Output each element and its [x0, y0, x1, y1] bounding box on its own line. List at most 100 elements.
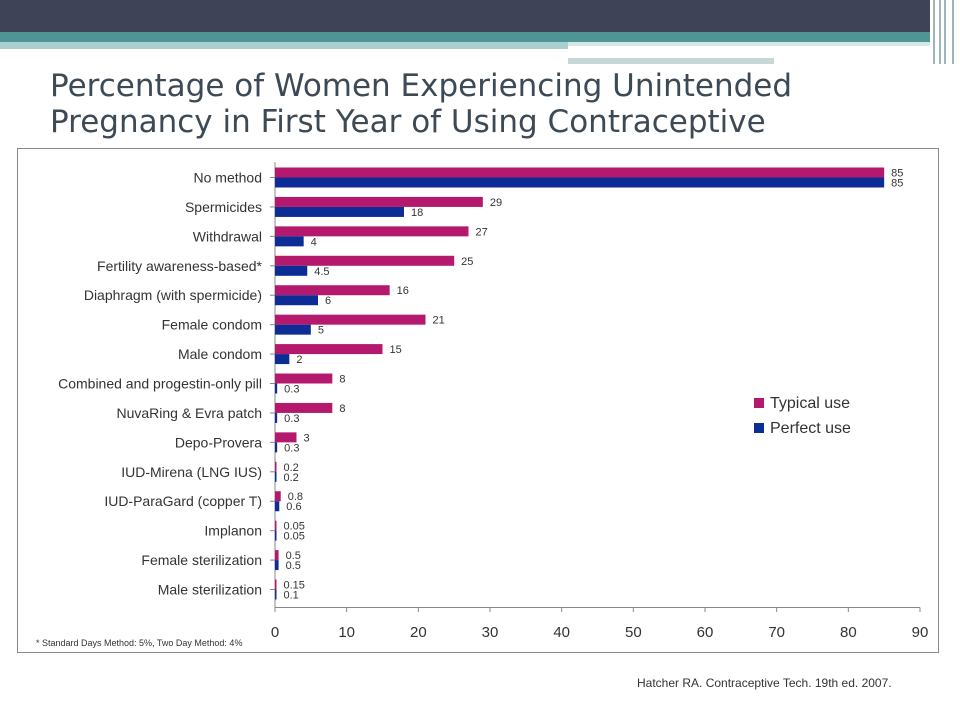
- bar-perfect-use: [275, 383, 278, 394]
- bar-typical-use: [275, 255, 455, 266]
- bar-perfect-use: [275, 265, 308, 276]
- data-label: 29: [490, 197, 502, 209]
- bar-typical-use: [275, 432, 297, 443]
- data-label: 85: [891, 178, 903, 190]
- data-label: 0.15: [284, 580, 305, 592]
- bar-perfect-use: [275, 236, 304, 247]
- category-label: Implanon: [204, 523, 262, 539]
- data-label: 2: [296, 354, 302, 366]
- category-label: Male sterilization: [158, 582, 262, 598]
- data-label: 0.5: [286, 560, 301, 572]
- data-label: 16: [397, 285, 409, 297]
- data-label: 25: [461, 256, 473, 268]
- category-label: Female sterilization: [141, 552, 262, 568]
- header-gray-stripe: [568, 58, 774, 64]
- legend-label: Perfect use: [770, 420, 851, 437]
- bar-typical-use: [275, 167, 885, 178]
- category-label: Withdrawal: [193, 228, 262, 244]
- x-tick-label: 10: [338, 624, 355, 641]
- bar-perfect-use: [275, 589, 277, 600]
- x-tick-label: 40: [553, 624, 570, 641]
- data-label: 4: [311, 236, 317, 248]
- chart-frame: [17, 148, 939, 653]
- category-label: NuvaRing & Evra patch: [116, 405, 262, 421]
- data-label: 5: [318, 325, 324, 337]
- data-label: 3: [304, 432, 310, 444]
- data-label: 0.1: [284, 590, 299, 602]
- legend-label: Typical use: [770, 395, 850, 412]
- bar-perfect-use: [275, 177, 885, 188]
- data-label: 0.6: [286, 501, 301, 513]
- header-vertical-lines: [930, 0, 960, 64]
- data-label: 85: [891, 168, 903, 180]
- bar-typical-use: [275, 579, 277, 590]
- category-label: Fertility awareness-based*: [97, 258, 263, 274]
- bar-perfect-use: [275, 206, 404, 217]
- bar-perfect-use: [275, 295, 318, 306]
- data-label: 0.3: [284, 413, 299, 425]
- data-label: 15: [390, 344, 402, 356]
- category-label: Depo-Provera: [175, 434, 262, 450]
- data-label: 0.05: [284, 531, 305, 543]
- x-tick-label: 80: [840, 624, 857, 641]
- data-label: 0.3: [284, 442, 299, 454]
- header-bar: [0, 0, 930, 32]
- header-light-stripe: [0, 42, 568, 49]
- bar-typical-use: [275, 491, 281, 502]
- x-tick-label: 30: [482, 624, 499, 641]
- data-label: 0.05: [284, 521, 305, 533]
- data-label: 8: [339, 374, 345, 386]
- legend-swatch-typical: [754, 398, 764, 408]
- data-label: 0.5: [286, 550, 301, 562]
- bar-perfect-use: [275, 471, 277, 482]
- data-label: 27: [476, 226, 488, 238]
- header-accent-bar: [0, 32, 930, 42]
- category-label: Combined and progestin-only pill: [58, 376, 262, 392]
- data-label: 0.2: [284, 462, 299, 474]
- bar-typical-use: [275, 520, 277, 531]
- category-label: Diaphragm (with spermicide): [84, 287, 262, 303]
- slide-title: Percentage of Women Experiencing Uninten…: [50, 68, 793, 140]
- header-white-stripe: [568, 52, 890, 54]
- chart-footnote: * Standard Days Method: 5%, Two Day Meth…: [36, 638, 243, 648]
- bar-typical-use: [275, 226, 469, 237]
- data-label: 0.3: [284, 384, 299, 396]
- bar-typical-use: [275, 344, 383, 355]
- bar-perfect-use: [275, 412, 278, 423]
- data-label: 8: [339, 403, 345, 415]
- x-tick-label: 70: [768, 624, 785, 641]
- bar-typical-use: [275, 285, 390, 296]
- category-label: IUD-Mirena (LNG IUS): [121, 464, 262, 480]
- bar-typical-use: [275, 461, 277, 472]
- category-label: IUD-ParaGard (copper T): [104, 493, 262, 509]
- data-label: 6: [325, 295, 331, 307]
- bar-perfect-use: [275, 324, 311, 335]
- category-label: Female condom: [162, 317, 262, 333]
- bar-typical-use: [275, 550, 279, 561]
- bar-perfect-use: [275, 354, 290, 365]
- x-tick-label: 0: [271, 624, 279, 641]
- bar-perfect-use: [275, 560, 279, 571]
- data-label: 18: [411, 207, 423, 219]
- bar-typical-use: [275, 373, 333, 384]
- bar-perfect-use: [275, 530, 277, 541]
- data-label: 21: [433, 315, 445, 327]
- bar-typical-use: [275, 402, 333, 413]
- bar-typical-use: [275, 314, 426, 325]
- bar-perfect-use: [275, 442, 278, 453]
- legend-swatch-perfect: [754, 423, 764, 433]
- bar-perfect-use: [275, 501, 280, 512]
- data-label: 0.8: [288, 491, 303, 503]
- category-label: No method: [194, 170, 262, 186]
- category-label: Spermicides: [185, 199, 262, 215]
- bar-typical-use: [275, 196, 483, 207]
- category-label: Male condom: [178, 346, 262, 362]
- data-label: 4.5: [314, 266, 329, 278]
- data-label: 0.2: [284, 472, 299, 484]
- header-light-stripe-right: [568, 42, 930, 46]
- x-tick-label: 20: [410, 624, 427, 641]
- x-tick-label: 50: [625, 624, 642, 641]
- source-citation: Hatcher RA. Contraceptive Tech. 19th ed.…: [637, 676, 892, 690]
- x-tick-label: 60: [697, 624, 714, 641]
